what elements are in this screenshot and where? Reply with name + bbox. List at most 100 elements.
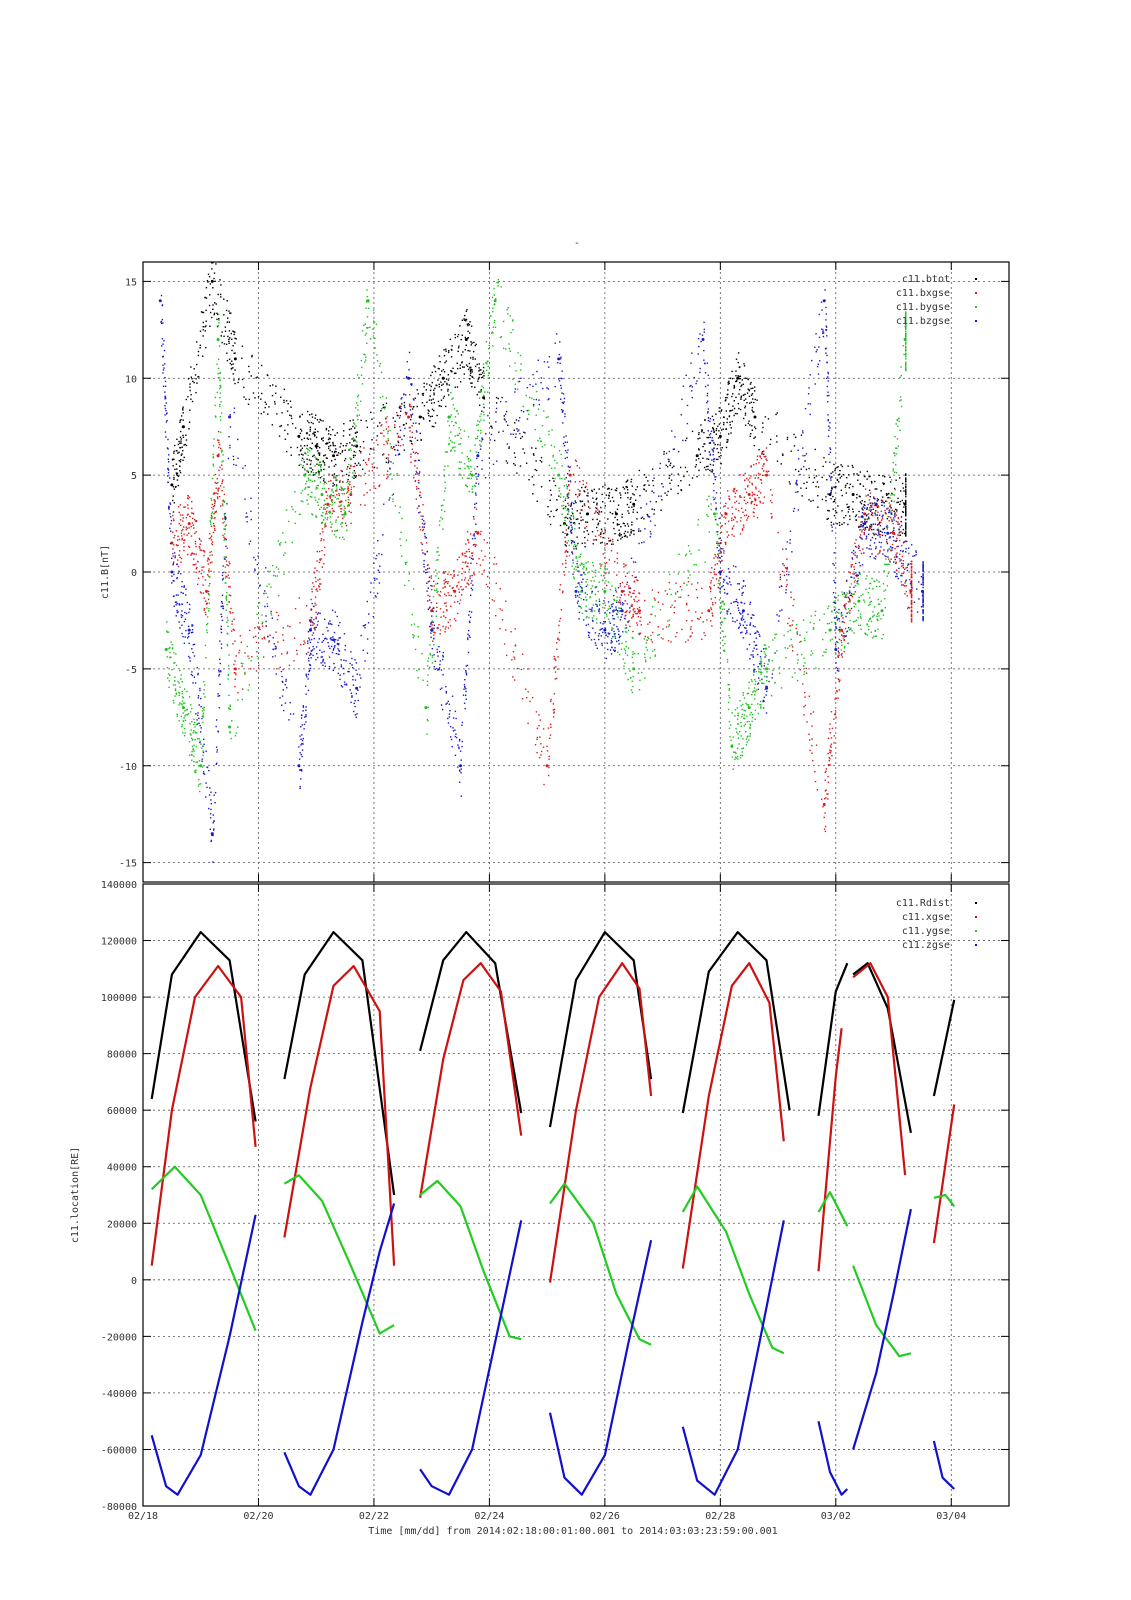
scatter-dot (360, 419, 362, 422)
scatter-dot (854, 515, 857, 518)
scatter-dot (723, 608, 726, 610)
scatter-dot (444, 631, 446, 633)
scatter-dot (189, 409, 191, 411)
scatter-dot (887, 497, 889, 499)
scatter-dot (606, 488, 609, 490)
scatter-dot (725, 428, 728, 430)
scatter-dot (751, 393, 754, 395)
scatter-dot (173, 452, 175, 454)
scatter-dot (349, 442, 351, 444)
scatter-dot (478, 421, 481, 423)
scatter-dot (429, 416, 432, 418)
scatter-dot (314, 496, 316, 499)
scatter-dot (238, 378, 240, 381)
scatter-dot (781, 570, 784, 573)
scatter-dot (696, 617, 699, 620)
scatter-dot (762, 470, 765, 472)
scatter-dot (563, 523, 566, 526)
scatter-dot (176, 472, 179, 475)
scatter-dot (220, 401, 222, 403)
scatter-dot (209, 283, 212, 285)
scatter-dot (585, 482, 588, 484)
scatter-dot (720, 449, 722, 451)
scatter-dot (219, 447, 222, 450)
scatter-dot (179, 430, 182, 433)
scatter-dot (228, 342, 230, 344)
scatter-dot (657, 601, 659, 603)
scatter-dot (358, 474, 360, 477)
scatter-dot (482, 559, 484, 561)
scatter-dot (740, 721, 742, 724)
scatter-dot (209, 576, 211, 578)
scatter-dot (765, 447, 768, 449)
scatter-dot (753, 503, 756, 506)
scatter-dot (449, 338, 451, 341)
scatter-dot (247, 689, 250, 691)
scatter-dot (636, 579, 638, 581)
scatter-dot (346, 468, 348, 470)
scatter-dot (517, 380, 520, 383)
scatter-dot (688, 609, 690, 612)
scatter-dot (632, 493, 634, 495)
scatter-dot (726, 441, 729, 443)
scatter-dot (751, 717, 754, 719)
scatter-dot (447, 465, 449, 467)
scatter-dot (782, 548, 784, 550)
scatter-dot (626, 486, 629, 489)
scatter-dot (902, 511, 905, 513)
scatter-dot (182, 712, 185, 714)
scatter-dot (495, 396, 498, 399)
scatter-dot (741, 708, 743, 711)
scatter-dot (220, 451, 223, 453)
scatter-dot (602, 606, 604, 609)
scatter-dot (474, 484, 476, 487)
scatter-dot (811, 744, 813, 747)
scatter-dot (889, 532, 892, 534)
scatter-dot (430, 374, 432, 377)
scatter-dot (177, 506, 180, 508)
scatter-dot (202, 721, 204, 724)
scatter-dot (905, 490, 907, 492)
scatter-dot (910, 593, 913, 595)
scatter-dot (202, 355, 204, 357)
scatter-dot (318, 453, 321, 455)
scatter-dot (576, 536, 578, 538)
scatter-dot (668, 624, 671, 626)
scatter-dot (513, 658, 516, 660)
scatter-dot (286, 652, 288, 655)
scatter-dot (411, 443, 414, 445)
scatter-dot (228, 310, 230, 312)
scatter-dot (285, 509, 288, 511)
scatter-dot (330, 500, 333, 502)
scatter-dot (195, 520, 198, 523)
scatter-dot (451, 345, 453, 347)
scatter-dot (483, 419, 485, 422)
scatter-dot (501, 396, 503, 399)
scatter-dot (442, 504, 444, 507)
scatter-dot (575, 493, 577, 496)
scatter-dot (712, 604, 714, 606)
scatter-dot (354, 472, 357, 474)
scatter-dot (506, 309, 508, 311)
scatter-dot (446, 382, 448, 385)
scatter-dot (722, 600, 724, 603)
scatter-dot (213, 438, 215, 440)
scatter-dot (480, 550, 483, 552)
scatter-dot (222, 518, 224, 520)
scatter-dot (856, 546, 858, 548)
scatter-dot (652, 631, 654, 634)
scatter-dot (737, 352, 740, 354)
scatter-dot (175, 472, 178, 474)
scatter-dot (893, 527, 895, 529)
scatter-dot (668, 625, 670, 628)
scatter-dot (748, 720, 750, 723)
scatter-dot (542, 746, 545, 748)
scatter-dot (679, 466, 682, 469)
scatter-dot (630, 531, 632, 533)
scatter-dot (417, 635, 420, 638)
scatter-dot (596, 529, 599, 532)
scatter-dot (181, 681, 184, 683)
scatter-dot (711, 612, 714, 615)
scatter-dot (355, 451, 357, 453)
scatter-dot (196, 566, 198, 569)
